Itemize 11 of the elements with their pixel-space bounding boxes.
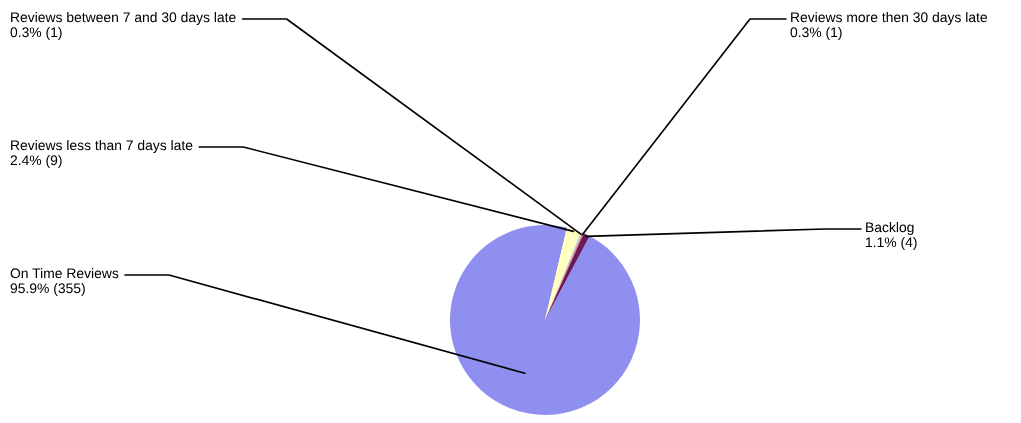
data-label: 0.3% (1) — [790, 26, 842, 40]
slice-label: Reviews between 7 and 30 days late — [11, 12, 236, 25]
data-label: 0.3% (1) — [10, 26, 62, 40]
slice-label: Backlog — [866, 222, 914, 235]
data-label: 2.4% (9) — [10, 154, 62, 168]
slice-label: Reviews less than 7 days late — [11, 140, 193, 153]
data-label: 95.9% (355) — [10, 282, 85, 296]
slice-label: Reviews more then 30 days late — [791, 12, 988, 25]
slice-label: On Time Reviews — [10, 268, 119, 279]
data-label: 1.1% (4) — [866, 236, 917, 250]
pie-slice — [450, 225, 640, 415]
